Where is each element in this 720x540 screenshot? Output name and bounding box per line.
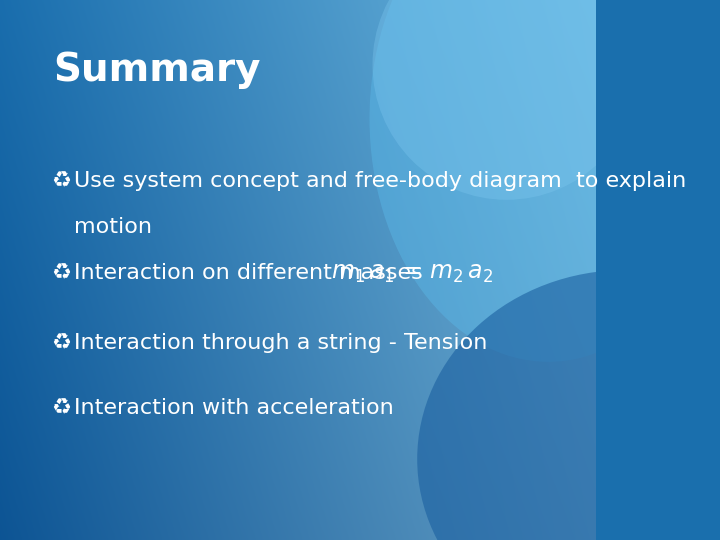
Text: ♻: ♻ [50,397,71,418]
Text: Use system concept and free-body diagram  to explain: Use system concept and free-body diagram… [74,171,687,191]
Text: ♻: ♻ [50,171,71,191]
Ellipse shape [369,0,720,362]
Text: Interaction with acceleration: Interaction with acceleration [74,397,395,418]
Text: Interaction through a string - Tension: Interaction through a string - Tension [74,333,488,353]
Text: Summary: Summary [53,51,261,89]
Text: ♻: ♻ [50,333,71,353]
Text: $\mathbf{\mathit{m_1\,a_1}}$ = $\mathbf{\mathit{m_2\,a_2}}$: $\mathbf{\mathit{m_1\,a_1}}$ = $\mathbf{… [330,261,492,285]
Text: Interaction on different masses: Interaction on different masses [74,262,431,283]
Text: motion: motion [74,217,153,237]
Ellipse shape [372,0,641,200]
Ellipse shape [417,270,720,540]
Text: ♻: ♻ [50,262,71,283]
